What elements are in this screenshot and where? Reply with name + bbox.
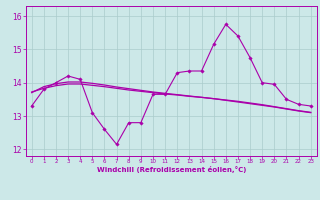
X-axis label: Windchill (Refroidissement éolien,°C): Windchill (Refroidissement éolien,°C) — [97, 166, 246, 173]
